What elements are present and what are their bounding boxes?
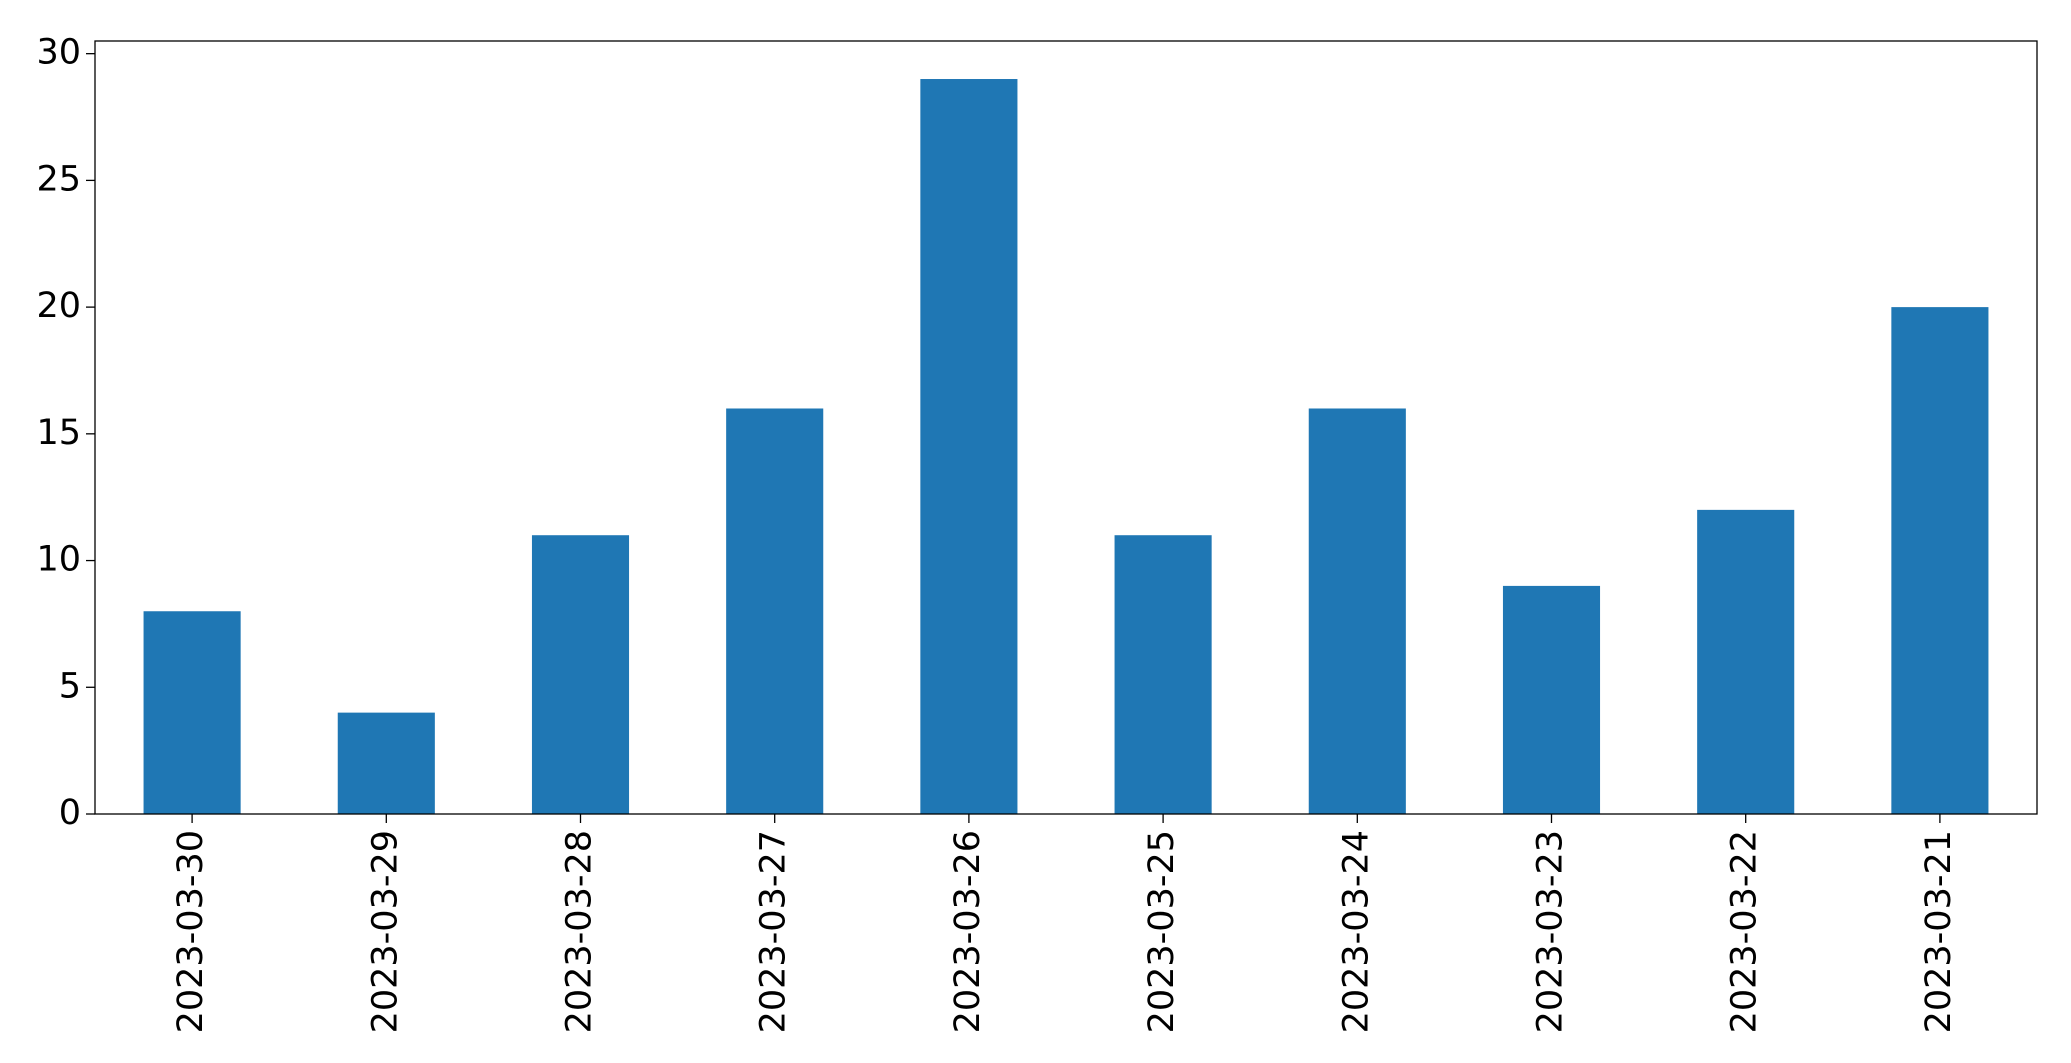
y-tick-label: 0 [59,793,81,833]
x-tick-label: 2023-03-24 [1336,830,1376,1033]
x-tick-label: 2023-03-27 [754,830,794,1033]
y-tick-label: 10 [36,540,81,580]
bar [1308,408,1406,814]
bar [1502,585,1601,814]
x-tick-label: 2023-03-22 [1725,830,1765,1033]
bar [1697,509,1795,814]
x-tick-label: 2023-03-23 [1531,830,1571,1033]
plot-frame [94,40,2038,815]
bar [531,535,630,814]
x-tick-label: 2023-03-25 [1142,830,1182,1033]
bar [143,611,241,814]
x-tick-label: 2023-03-28 [560,830,600,1033]
bar [337,712,435,814]
bar [1114,535,1212,814]
bar [1891,307,1989,814]
x-tick-label: 2023-03-21 [1919,830,1959,1033]
x-tick-label: 2023-03-29 [365,830,405,1033]
y-tick-label: 25 [36,159,81,199]
y-tick-label: 5 [59,666,81,706]
bar [920,79,1018,814]
y-tick-label: 15 [36,413,81,453]
x-tick-label: 2023-03-30 [171,830,211,1033]
y-tick-label: 20 [36,286,81,326]
bar [726,408,824,814]
y-tick-label: 30 [36,33,81,73]
x-tick-label: 2023-03-26 [948,830,988,1033]
